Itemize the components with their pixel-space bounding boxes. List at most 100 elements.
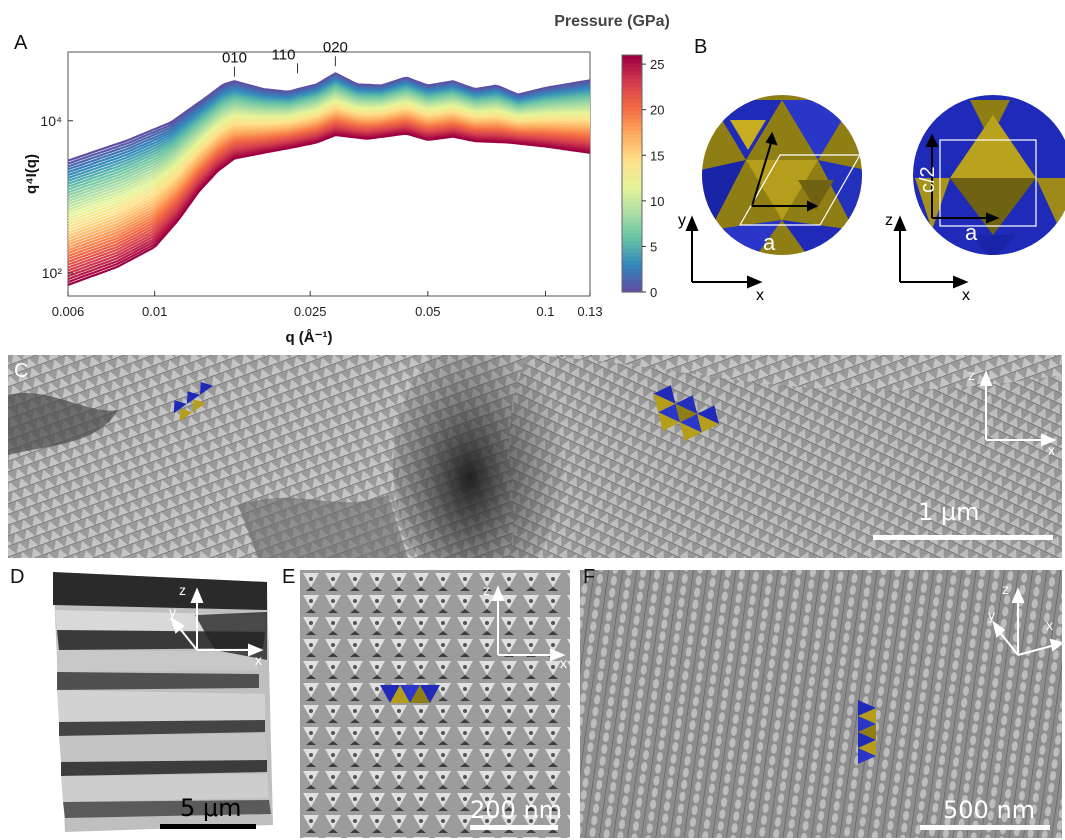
colorbar-segment [622,169,642,175]
colorbar-segment [622,260,642,265]
saxs-chart: 0.006 0.01 0.025 0.05 0.1 0.13 10² 10⁴ q (Å⁻¹) q⁴… [23,13,670,346]
colorbar-segment [622,153,642,159]
x-tick-label: 0.025 [294,304,327,319]
x-tick-label: 0.05 [415,304,440,319]
svg-text:x: x [255,652,262,668]
side-view-render [913,95,1065,255]
saxs-curve [67,106,590,232]
panel-label-e: E [282,566,296,588]
scalebar-label-f: 500 nm [943,796,1036,824]
saxs-curve [67,122,591,263]
svg-text:z: z [968,367,975,383]
crystal-structure-figure: a y x c/2 a z x [678,95,1065,304]
colorbar-segment [622,82,642,88]
colorbar-segment [622,193,642,198]
colorbar-segment [622,134,642,139]
saxs-curve [67,131,591,284]
colorbar-segment [622,114,642,119]
svg-text:z: z [1002,581,1009,597]
colorbar-tick-label: 0 [650,285,657,300]
saxs-curve [67,127,591,275]
saxs-curve [67,76,591,171]
colorbar-frame [621,54,643,293]
saxs-curve [67,85,591,188]
svg-text:z: z [885,212,893,229]
colorbar-segment [622,220,642,226]
y-tick-label: 10⁴ [40,113,62,129]
colorbar-segment [622,173,642,179]
colorbar-segment [622,110,642,115]
svg-text:y: y [169,604,176,620]
svg-text:z: z [179,582,186,598]
saxs-curve [67,120,591,260]
saxs-curve [67,118,591,255]
colorbar-tick-label: 20 [650,103,664,118]
colorbar-segment [622,284,642,289]
svg-text:c/2: c/2 [917,166,939,193]
saxs-curve [67,113,591,246]
x-axis-label: q (Å⁻¹) [285,329,332,346]
saxs-curve [67,83,591,185]
colorbar-segment [622,66,642,72]
colorbar-segment [622,161,642,167]
saxs-curve [67,102,591,223]
panel-label-c: C [14,360,29,382]
colorbar-segment [622,177,642,182]
svg-text:y: y [988,607,995,623]
saxs-curve [67,73,591,165]
scalebar-label-e: 200 nm [470,796,563,824]
sem-image-c: z x 1 μm [8,355,1062,558]
svg-text:x: x [1048,442,1055,458]
colorbar-segment [622,90,642,96]
saxs-curve [67,74,591,168]
colorbar-segment [622,216,642,222]
colorbar-segment [622,201,642,206]
saxs-curve [67,87,591,194]
colorbar-segment [622,248,642,254]
x-tick-label: 0.006 [52,304,85,319]
saxs-curve [67,90,591,200]
colorbar-segment [622,157,642,163]
saxs-curve [67,93,591,205]
saxs-curve [67,119,591,258]
colorbar-segment [622,244,642,250]
saxs-curve [67,98,591,214]
colorbar-tick-label: 25 [650,57,664,72]
colorbar-tick-label: 15 [650,148,664,163]
scalebar-label-c: 1 μm [918,498,980,526]
zx-axes-icon [893,215,969,289]
colorbar-segment [622,236,642,242]
saxs-curve [67,105,590,229]
saxs-curve [67,103,590,226]
colorbar-segment [622,224,642,230]
colorbar-segment [622,185,642,190]
saxs-curve [67,112,591,243]
svg-text:y: y [678,212,686,229]
saxs-curve [67,124,591,269]
zx-axes-icon-c [979,370,1057,447]
colorbar-segment [622,256,642,261]
colorbar-segment [622,130,642,135]
colorbar-title: Pressure (GPa) [554,13,670,30]
scalebar-f [920,825,1050,830]
panel-label-d: D [10,566,25,588]
peak-label: 020 [323,39,348,56]
scalebar-c [873,535,1053,540]
x-tick-label: 0.13 [577,304,602,319]
scalebar-d [160,824,256,829]
saxs-curve [67,92,591,203]
svg-text:x: x [962,287,970,304]
svg-text:z: z [483,582,490,598]
colorbar-segment [622,78,642,84]
colorbar-segment [622,74,642,80]
colorbar-segment [622,126,642,131]
colorbar-segment [622,55,642,60]
colorbar-segment [622,240,642,246]
xy-axes-icon [685,215,763,289]
saxs-curve [67,123,591,266]
colorbar-segment [622,106,642,111]
sem-image-e: z x 200 nm [300,570,570,838]
svg-text:x: x [560,655,567,671]
saxs-curve [67,95,591,208]
panel-label-a: A [14,32,28,54]
